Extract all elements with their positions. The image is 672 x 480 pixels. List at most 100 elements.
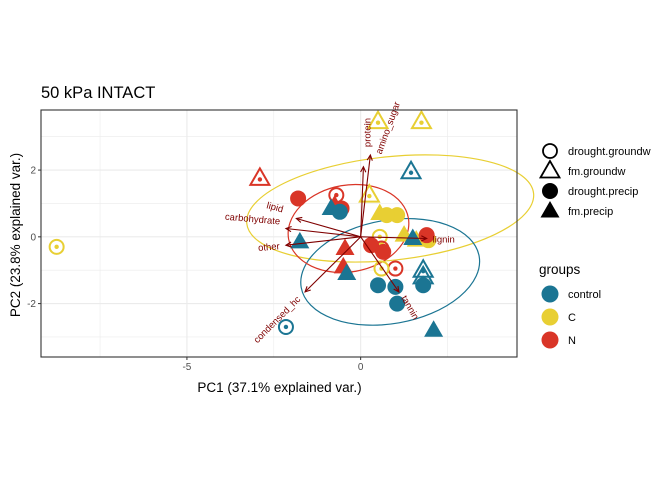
- legend-key-triangle-open: [538, 159, 562, 179]
- data-point-c: [373, 260, 390, 277]
- point-marker: [424, 320, 444, 337]
- point-marker: [363, 237, 380, 254]
- point-centroid: [419, 120, 424, 125]
- point-marker: [378, 207, 395, 224]
- y-tick-label: 2: [30, 166, 36, 177]
- point-marker: [277, 318, 294, 335]
- shape-legend: drought.groundw fm.groundw drought.precip f…: [538, 143, 651, 218]
- data-point-control: [331, 203, 348, 220]
- color-legend-item: C: [541, 308, 576, 326]
- data-point-control: [389, 295, 406, 312]
- loading-arrow-head: [360, 165, 367, 173]
- shape-legend-item: fm.groundw: [538, 159, 626, 179]
- data-point-c: [358, 183, 381, 203]
- legend-label: fm.groundw: [568, 166, 626, 178]
- point-marker: [370, 277, 387, 294]
- shape-legend-item: drought.precip: [542, 183, 638, 199]
- data-point-n: [335, 238, 355, 256]
- loading-label: protein: [362, 118, 373, 147]
- data-point-c: [410, 109, 433, 130]
- loading-arrow-line: [285, 227, 361, 238]
- data-point-c: [378, 207, 395, 224]
- legend-label: fm.precip: [568, 206, 613, 218]
- legend-label: N: [568, 335, 576, 347]
- data-point-control: [277, 318, 294, 335]
- confidence-ellipse-c: [246, 154, 535, 263]
- color-legend-item: control: [541, 285, 601, 303]
- loading-lipid: lipid: [265, 200, 361, 238]
- loading-arrow-line: [304, 236, 362, 293]
- legend-key-circle-open: [542, 143, 558, 159]
- legend-label: drought.precip: [568, 186, 638, 198]
- y-tick-label: -2: [27, 299, 36, 310]
- point-marker: [248, 166, 272, 186]
- loading-arrow-head: [393, 285, 400, 293]
- color-legend-title: groups: [539, 262, 581, 277]
- data-point-control: [403, 228, 423, 246]
- data-point-c: [48, 238, 65, 255]
- loading-arrow-line: [285, 236, 361, 246]
- loading-label: lignin: [433, 235, 455, 246]
- data-point-control: [424, 320, 444, 337]
- loading-arrow-line: [360, 154, 371, 237]
- loading-label: other: [258, 241, 281, 254]
- point-marker: [410, 109, 433, 130]
- data-point-control: [415, 277, 432, 294]
- confidence-ellipse-n: [287, 183, 410, 274]
- shape-legend-item: fm.precip: [540, 201, 613, 218]
- point-marker: [418, 227, 435, 244]
- loading-arrow-head: [295, 216, 303, 223]
- data-point-n: [248, 166, 272, 186]
- point-marker: [331, 203, 348, 220]
- point-centroid: [379, 266, 384, 271]
- legend-label: C: [568, 312, 576, 324]
- color-legend-item: N: [541, 331, 576, 349]
- point-marker: [290, 190, 307, 207]
- data-point-n: [363, 237, 380, 254]
- loading-carbohydrate: carbohydrate: [224, 212, 361, 238]
- legend-key-control: [541, 285, 559, 303]
- point-marker: [48, 238, 65, 255]
- point-marker: [337, 263, 357, 281]
- legend-label: drought.groundw: [568, 146, 651, 158]
- loading-arrow-head: [284, 225, 292, 233]
- point-centroid: [334, 192, 339, 198]
- point-centroid: [367, 193, 372, 199]
- loading-arrow-head: [420, 235, 428, 242]
- point-centroid: [408, 170, 414, 175]
- plot-panel: protein amino_sugarlipidcarbohydrateother…: [40, 100, 535, 358]
- point-marker: [415, 277, 432, 294]
- point-marker: [389, 295, 406, 312]
- loading-arrow-head: [284, 241, 292, 248]
- loading-arrow-line: [360, 236, 400, 293]
- y-axis-title: PC2 (23.8% explained var.): [8, 153, 23, 317]
- legend-key-n: [541, 331, 559, 349]
- data-point-control: [370, 277, 387, 294]
- x-tick-label: -5: [182, 362, 191, 373]
- point-marker: [366, 109, 390, 130]
- loading-arrow-line: [360, 166, 364, 237]
- y-tick-label: 0: [30, 232, 36, 243]
- x-axis-title: PC1 (37.1% explained var.): [197, 380, 361, 395]
- point-marker: [335, 238, 355, 256]
- point-centroid: [393, 266, 398, 271]
- data-point-c: [366, 109, 390, 130]
- loading-arrow-head: [304, 286, 311, 293]
- point-centroid: [283, 324, 289, 330]
- point-marker: [375, 243, 392, 260]
- data-point-control: [399, 159, 423, 180]
- data-point-n: [418, 227, 435, 244]
- loading-label: carbohydrate: [224, 212, 280, 228]
- point-marker: [373, 260, 390, 277]
- x-tick-label: 0: [358, 362, 364, 373]
- loading-lignin: lignin: [360, 235, 455, 246]
- point-centroid: [375, 120, 381, 125]
- loading-label: lipid: [265, 200, 284, 215]
- loading-arrow-line: [296, 217, 361, 238]
- loading-arrow-head: [366, 153, 373, 161]
- data-point-n: [290, 190, 307, 207]
- loading-arrow-line: [360, 236, 427, 240]
- legend-key-c: [541, 308, 559, 326]
- data-point-n: [375, 243, 392, 260]
